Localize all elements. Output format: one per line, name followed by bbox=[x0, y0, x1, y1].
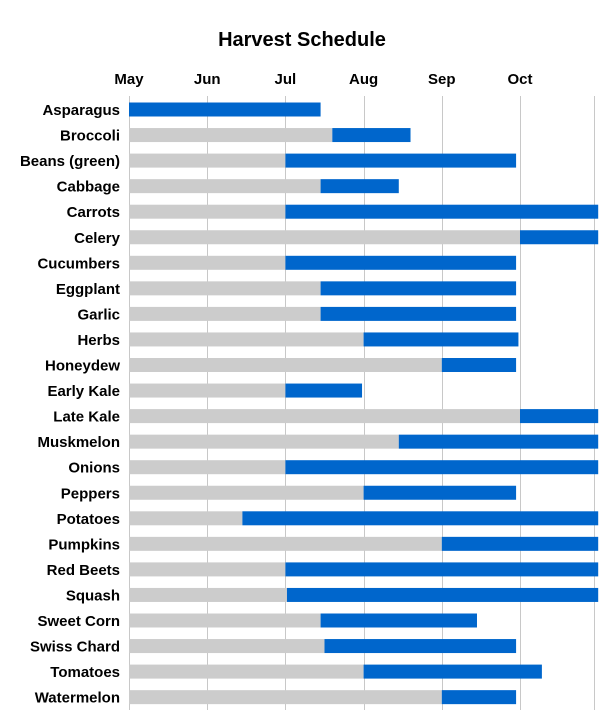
crop-label-honeydew: Honeydew bbox=[45, 358, 120, 375]
harvest-bar-broccoli bbox=[332, 128, 411, 143]
harvest-bar-herbs bbox=[363, 332, 519, 347]
month-label-jun: Jun bbox=[194, 71, 221, 88]
harvest-bar-swiss-chard bbox=[324, 639, 517, 654]
bars bbox=[129, 102, 599, 705]
crop-label-peppers: Peppers bbox=[61, 485, 120, 502]
offset-bar-potatoes bbox=[129, 511, 243, 526]
crop-label-late-kale: Late Kale bbox=[53, 409, 120, 426]
month-label-oct: Oct bbox=[507, 71, 532, 88]
month-label-sep: Sep bbox=[428, 71, 456, 88]
harvest-bar-beans-green bbox=[285, 153, 517, 168]
offset-bar-cabbage bbox=[129, 179, 321, 194]
offset-bar-pumpkins bbox=[129, 536, 442, 551]
harvest-bar-garlic bbox=[320, 306, 517, 321]
crop-label-garlic: Garlic bbox=[77, 306, 120, 323]
offset-bar-early-kale bbox=[129, 383, 286, 398]
crop-label-herbs: Herbs bbox=[77, 332, 120, 349]
crop-label-red-beets: Red Beets bbox=[47, 562, 120, 579]
harvest-bar-honeydew bbox=[441, 358, 517, 372]
crop-label-cucumbers: Cucumbers bbox=[37, 255, 120, 272]
harvest-bar-onions bbox=[285, 460, 599, 475]
offset-bar-onions bbox=[129, 460, 286, 475]
crop-label-tomatoes: Tomatoes bbox=[50, 664, 120, 681]
crop-label-squash: Squash bbox=[66, 587, 120, 604]
offset-bar-swiss-chard bbox=[129, 639, 325, 654]
harvest-bar-cucumbers bbox=[285, 255, 517, 270]
harvest-bar-tomatoes bbox=[363, 664, 542, 679]
crop-label-early-kale: Early Kale bbox=[47, 383, 120, 400]
harvest-bar-red-beets bbox=[285, 562, 599, 577]
offset-bar-late-kale bbox=[129, 409, 520, 424]
offset-bar-tomatoes bbox=[129, 664, 364, 679]
harvest-bar-carrots bbox=[285, 204, 599, 219]
crop-label-swiss-chard: Swiss Chard bbox=[30, 639, 120, 656]
crop-label-watermelon: Watermelon bbox=[35, 690, 120, 707]
harvest-bar-pumpkins bbox=[441, 536, 599, 551]
month-label-jul: Jul bbox=[275, 71, 297, 88]
crop-label-eggplant: Eggplant bbox=[56, 281, 120, 298]
offset-bar-beans-green bbox=[129, 153, 286, 168]
offset-bar-muskmelon bbox=[129, 434, 399, 449]
harvest-bar-peppers bbox=[363, 485, 517, 500]
offset-bar-herbs bbox=[129, 332, 364, 347]
crop-label-pumpkins: Pumpkins bbox=[48, 536, 120, 553]
harvest-bar-eggplant bbox=[320, 281, 517, 296]
harvest-bar-squash bbox=[286, 587, 599, 602]
gridlines bbox=[129, 96, 595, 710]
crop-label-potatoes: Potatoes bbox=[57, 511, 120, 528]
month-label-may: May bbox=[114, 71, 144, 88]
offset-bar-watermelon bbox=[129, 690, 442, 705]
crop-label-celery: Celery bbox=[74, 230, 121, 247]
crop-label-sweet-corn: Sweet Corn bbox=[37, 613, 120, 630]
harvest-bar-celery bbox=[520, 230, 599, 245]
harvest-bar-watermelon bbox=[441, 690, 517, 705]
month-axis: May Jun Jul Aug Sep Oct bbox=[114, 71, 532, 88]
offset-bar-red-beets bbox=[129, 562, 286, 577]
harvest-bar-late-kale bbox=[520, 409, 599, 424]
crop-label-carrots: Carrots bbox=[67, 204, 120, 221]
offset-bar-celery bbox=[129, 230, 520, 245]
crop-label-onions: Onions bbox=[68, 460, 120, 477]
harvest-bar-potatoes bbox=[242, 511, 599, 526]
offset-bar-honeydew bbox=[129, 358, 442, 372]
offset-bar-peppers bbox=[129, 485, 364, 500]
crop-label-beans-green: Beans (green) bbox=[20, 153, 120, 170]
harvest-bar-muskmelon bbox=[398, 434, 599, 449]
offset-bar-sweet-corn bbox=[129, 613, 321, 628]
offset-bar-garlic bbox=[129, 306, 321, 321]
harvest-bar-asparagus bbox=[129, 102, 321, 117]
crop-labels: Asparagus Broccoli Beans (green) Cabbage Car… bbox=[20, 102, 121, 707]
harvest-bar-sweet-corn bbox=[320, 613, 477, 628]
harvest-bar-cabbage bbox=[320, 179, 399, 194]
offset-bar-eggplant bbox=[129, 281, 321, 296]
crop-label-broccoli: Broccoli bbox=[60, 128, 120, 145]
crop-label-muskmelon: Muskmelon bbox=[37, 434, 120, 451]
offset-bar-broccoli bbox=[129, 128, 333, 143]
crop-label-asparagus: Asparagus bbox=[42, 102, 120, 119]
offset-bar-squash bbox=[129, 587, 287, 602]
chart-title: Harvest Schedule bbox=[218, 29, 386, 51]
crop-label-cabbage: Cabbage bbox=[57, 179, 120, 196]
harvest-bar-early-kale bbox=[285, 383, 363, 398]
offset-bar-carrots bbox=[129, 204, 286, 219]
month-label-aug: Aug bbox=[349, 71, 378, 88]
offset-bar-cucumbers bbox=[129, 255, 286, 270]
